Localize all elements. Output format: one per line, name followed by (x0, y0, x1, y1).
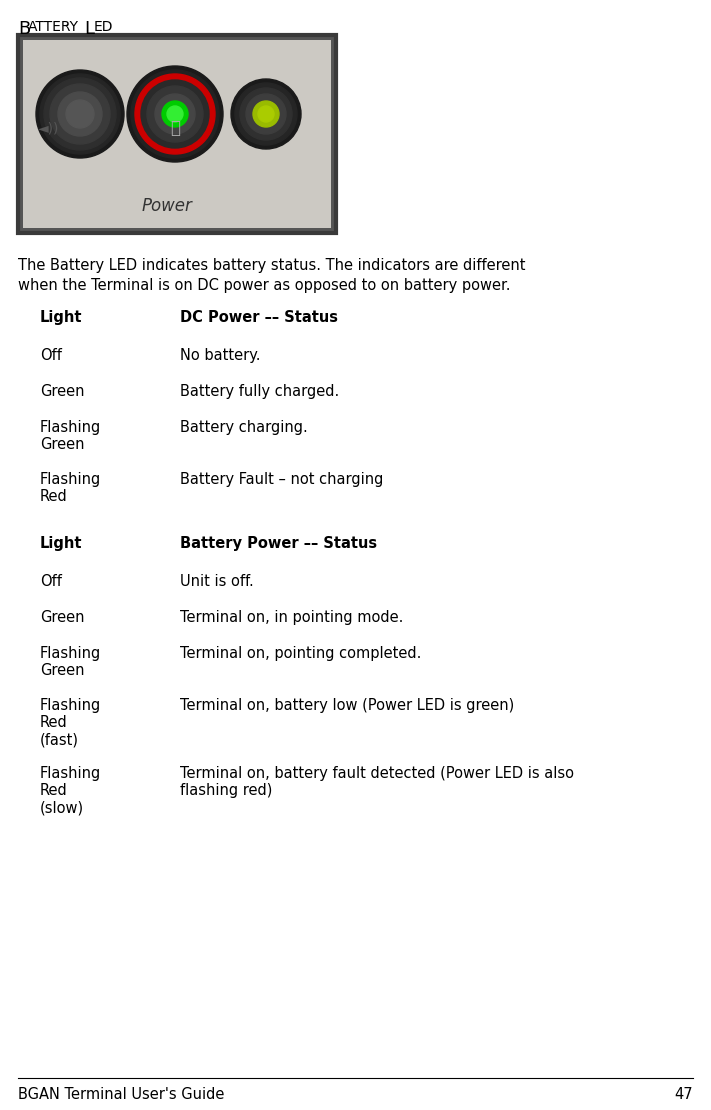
Circle shape (246, 94, 286, 134)
Text: DC Power –– Status: DC Power –– Status (180, 310, 338, 325)
Text: Flashing
Green: Flashing Green (40, 420, 101, 453)
Text: The Battery LED indicates battery status. The indicators are different: The Battery LED indicates battery status… (18, 258, 525, 273)
Text: Flashing
Red: Flashing Red (40, 472, 101, 504)
Text: L: L (84, 20, 94, 38)
Circle shape (44, 78, 116, 150)
Text: Flashing
Green: Flashing Green (40, 646, 101, 678)
Text: ATTERY: ATTERY (28, 20, 79, 34)
Text: Power: Power (141, 196, 193, 215)
Text: Green: Green (40, 384, 85, 398)
Text: Off: Off (40, 349, 62, 363)
Circle shape (258, 105, 274, 122)
Text: Battery Power –– Status: Battery Power –– Status (180, 536, 377, 551)
Circle shape (58, 92, 102, 137)
Text: Light: Light (40, 536, 82, 551)
Circle shape (66, 100, 94, 128)
Text: Battery charging.: Battery charging. (180, 420, 308, 435)
Text: Unit is off.: Unit is off. (180, 574, 254, 589)
Text: Battery Fault – not charging: Battery Fault – not charging (180, 472, 383, 487)
Text: B: B (18, 20, 31, 38)
Bar (23, 40, 331, 228)
Text: ED: ED (94, 20, 114, 34)
Text: when the Terminal is on DC power as opposed to on battery power.: when the Terminal is on DC power as oppo… (18, 278, 510, 293)
Text: Terminal on, battery low (Power LED is green): Terminal on, battery low (Power LED is g… (180, 698, 514, 713)
Text: Flashing
Red
(fast): Flashing Red (fast) (40, 698, 101, 748)
Circle shape (36, 70, 124, 158)
Text: BGAN Terminal User's Guide: BGAN Terminal User's Guide (18, 1087, 225, 1102)
Text: 47: 47 (674, 1087, 693, 1102)
Circle shape (231, 79, 301, 149)
Text: Light: Light (40, 310, 82, 325)
Circle shape (240, 88, 292, 140)
Text: ◄)): ◄)) (38, 122, 60, 137)
Circle shape (50, 84, 110, 144)
Circle shape (141, 80, 209, 148)
Text: Battery fully charged.: Battery fully charged. (180, 384, 339, 398)
Text: Flashing
Red
(slow): Flashing Red (slow) (40, 766, 101, 816)
Text: Terminal on, battery fault detected (Power LED is also
flashing red): Terminal on, battery fault detected (Pow… (180, 766, 574, 798)
Text: ⏻: ⏻ (170, 119, 180, 137)
Circle shape (40, 74, 120, 154)
Circle shape (147, 85, 203, 142)
Text: Off: Off (40, 574, 62, 589)
Circle shape (131, 70, 219, 158)
Circle shape (162, 101, 188, 127)
Bar (18, 36, 336, 233)
Text: No battery.: No battery. (180, 349, 260, 363)
Circle shape (135, 74, 215, 154)
Text: Green: Green (40, 610, 85, 625)
Circle shape (167, 105, 183, 122)
Circle shape (235, 83, 297, 145)
Circle shape (155, 94, 195, 134)
Text: Terminal on, in pointing mode.: Terminal on, in pointing mode. (180, 610, 403, 625)
Circle shape (253, 101, 279, 127)
Circle shape (127, 65, 223, 162)
Text: Terminal on, pointing completed.: Terminal on, pointing completed. (180, 646, 422, 660)
